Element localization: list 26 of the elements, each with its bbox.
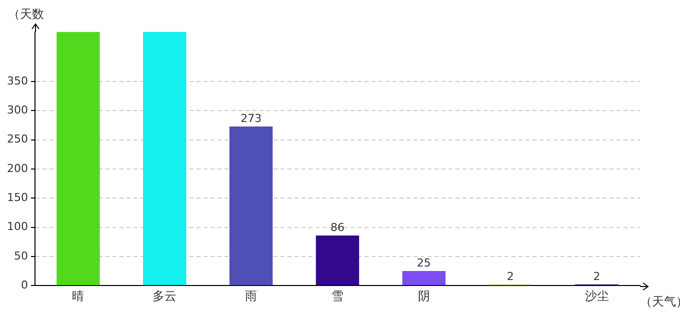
bar [229,126,273,286]
y-tick-label: 50 [14,249,28,262]
x-tick-label: 雪 [332,288,344,303]
y-axis-title: （天数 [8,7,44,22]
y-tick-label: 200 [6,162,28,175]
x-tick-label: 雨 [245,288,258,303]
data-label: 2 [593,270,600,283]
data-label: 25 [416,256,431,270]
y-tick-label: 150 [6,191,28,204]
x-tick-label: 晴 [72,288,84,303]
y-tick-label: 0 [20,278,28,292]
bar [143,32,186,286]
x-axis-title: （天气） [640,294,680,309]
bar [402,271,446,286]
x-tick-label: 阴 [418,288,430,303]
y-tick-label: 250 [6,132,28,146]
x-tick-label: 多云 [152,288,177,303]
y-tick-label: 300 [6,104,28,117]
y-tick-label: 350 [6,74,28,88]
y-tick-label: 100 [6,220,28,234]
data-label: 86 [330,220,344,234]
x-tick-label: 沙尘 [584,288,609,303]
bar [316,235,360,286]
data-label: 273 [240,112,262,125]
data-label: 2 [506,270,514,283]
bar [56,32,100,286]
